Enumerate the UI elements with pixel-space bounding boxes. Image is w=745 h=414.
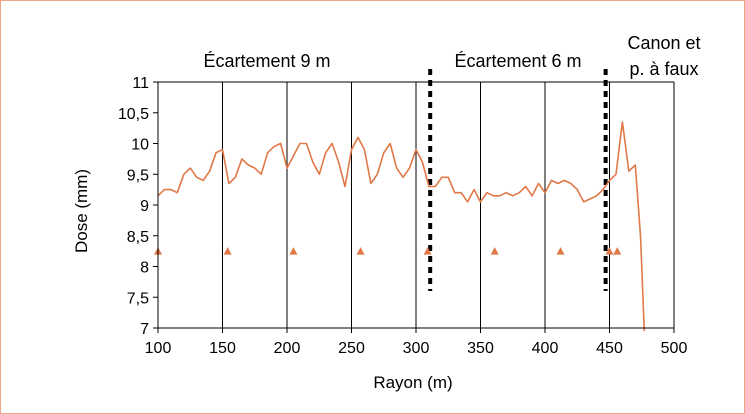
y-tick-label: 8 bbox=[140, 260, 149, 277]
triangle-marker bbox=[556, 247, 565, 255]
triangle-marker bbox=[613, 247, 622, 255]
x-tick-label: 250 bbox=[338, 340, 365, 357]
y-tick-label: 9 bbox=[140, 198, 149, 215]
grid-lines bbox=[157, 81, 675, 328]
triangle-marker bbox=[223, 247, 232, 255]
zone-label-canon-line2: p. à faux bbox=[629, 59, 698, 79]
x-tick-label: 450 bbox=[596, 340, 623, 357]
y-tick-label: 8,5 bbox=[127, 229, 149, 246]
y-axis-title: Dose (mm) bbox=[72, 169, 91, 253]
y-tick-label: 7,5 bbox=[127, 290, 149, 307]
zone-label-9m: Écartement 9 m bbox=[203, 51, 330, 71]
triangle-marker bbox=[605, 247, 614, 255]
y-tick-label: 10 bbox=[131, 137, 149, 154]
x-tick-label: 500 bbox=[661, 340, 688, 357]
x-tick-label: 400 bbox=[532, 340, 559, 357]
y-tick-label: 7 bbox=[140, 321, 149, 338]
y-tick-label: 9,5 bbox=[127, 167, 149, 184]
x-tick-label: 150 bbox=[209, 340, 236, 357]
axes bbox=[153, 81, 675, 333]
x-tick-label: 100 bbox=[145, 340, 172, 357]
triangle-markers bbox=[154, 247, 622, 255]
zone-separators bbox=[428, 69, 608, 291]
triangle-marker bbox=[289, 247, 298, 255]
y-tick-label: 10,5 bbox=[118, 106, 149, 123]
triangle-marker bbox=[423, 247, 432, 255]
x-tick-label: 350 bbox=[467, 340, 494, 357]
triangle-marker bbox=[490, 247, 499, 255]
triangle-marker bbox=[356, 247, 365, 255]
zone-label-canon-line1: Canon et bbox=[627, 33, 700, 53]
y-tick-label: 11 bbox=[132, 75, 149, 92]
zone-label-6m: Écartement 6 m bbox=[454, 51, 581, 71]
series bbox=[157, 121, 646, 332]
x-tick-label: 300 bbox=[403, 340, 430, 357]
x-tick-label: 200 bbox=[274, 340, 301, 357]
x-axis-title: Rayon (m) bbox=[373, 373, 452, 392]
tick-labels: 7 7,5 8 8,5 9 9,5 10 10,5 11 100 150 200 250 300 350 40… bbox=[118, 75, 688, 357]
series-line-0 bbox=[157, 121, 646, 332]
